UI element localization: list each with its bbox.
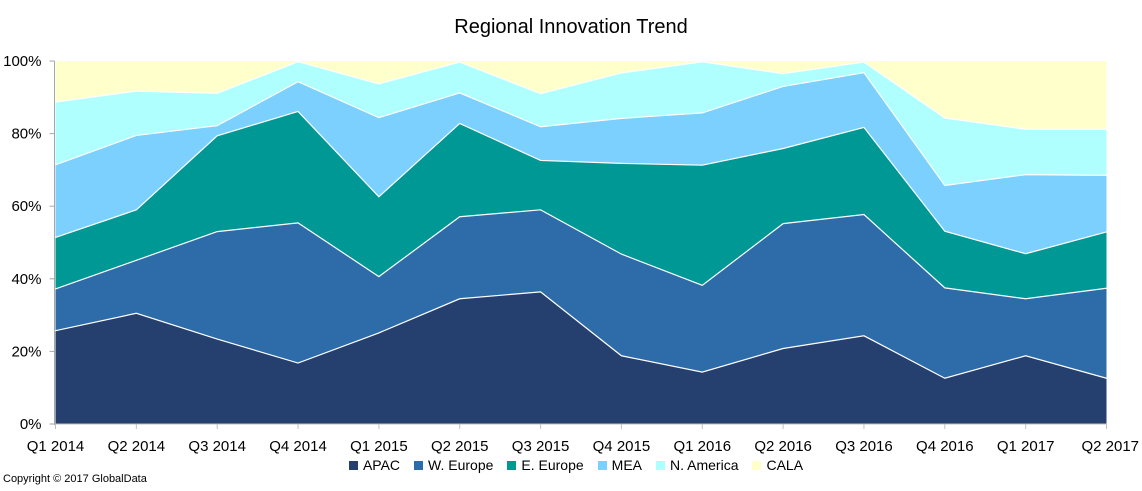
x-tick-label: Q2 2017 [1081, 438, 1139, 455]
legend-item: E. Europe [507, 457, 584, 473]
x-tick-label: Q1 2015 [350, 438, 408, 455]
legend: APAC W. Europe E. Europe MEA N. America CALA [0, 457, 1142, 473]
area-mea [55, 72, 1107, 254]
legend-swatch [414, 460, 424, 470]
x-tick-label: Q1 2014 [27, 438, 85, 455]
legend-item: MEA [597, 457, 643, 473]
x-tick-label: Q4 2015 [593, 438, 651, 455]
x-tick-label: Q4 2016 [916, 438, 974, 455]
series-boundary-line [55, 209, 1107, 300]
y-tick-label: 20% [11, 343, 41, 360]
x-tick-label: Q2 2016 [754, 438, 812, 455]
y-tick-label: 0% [20, 416, 42, 433]
legend-label: W. Europe [428, 457, 494, 473]
axes-group: 0% 20% 40% 60% 80% 100% Q1 2014 Q2 2014 Q3 2014 Q… [3, 53, 1139, 455]
series-boundary-line [55, 71, 1107, 187]
legend-swatch [752, 460, 762, 470]
area-n-america [55, 61, 1107, 186]
area-series-group [55, 61, 1107, 424]
legend-label: APAC [362, 457, 401, 473]
area-apac [55, 291, 1107, 424]
y-tick-label: 100% [3, 53, 41, 70]
series-boundary-line [55, 291, 1107, 379]
legend-swatch [597, 460, 607, 470]
x-tick-label: Q4 2014 [269, 438, 327, 455]
legend-label: E. Europe [521, 457, 584, 473]
legend-swatch [656, 460, 666, 470]
legend-item: W. Europe [414, 457, 493, 473]
series-boundary-line [55, 61, 1107, 130]
area-w-europe [55, 209, 1107, 379]
series-boundary-line [55, 110, 1107, 255]
legend-item: CALA [752, 457, 803, 473]
area-cala [55, 61, 1107, 130]
chart-title: Regional Innovation Trend [454, 16, 688, 38]
legend-item: N. America [656, 457, 738, 473]
legend-swatch [507, 460, 517, 470]
y-tick-label: 40% [11, 271, 41, 288]
x-tick-label: Q2 2014 [108, 438, 166, 455]
x-tick-label: Q1 2016 [673, 438, 731, 455]
y-tick-label: 60% [11, 198, 41, 215]
x-tick-label: Q3 2015 [512, 438, 570, 455]
x-tick-label: Q3 2014 [188, 438, 246, 455]
x-tick-label: Q3 2016 [835, 438, 893, 455]
legend-label: MEA [611, 457, 643, 473]
legend-label: N. America [670, 457, 739, 473]
legend-swatch [348, 460, 358, 470]
legend-label: CALA [766, 457, 804, 473]
copyright-notice: Copyright © 2017 GlobalData [3, 473, 147, 485]
x-tick-label: Q2 2015 [431, 438, 489, 455]
legend-item: APAC [348, 457, 401, 473]
area-e-europe [55, 111, 1107, 299]
x-tick-label: Q1 2017 [997, 438, 1055, 455]
y-tick-label: 80% [11, 126, 41, 143]
